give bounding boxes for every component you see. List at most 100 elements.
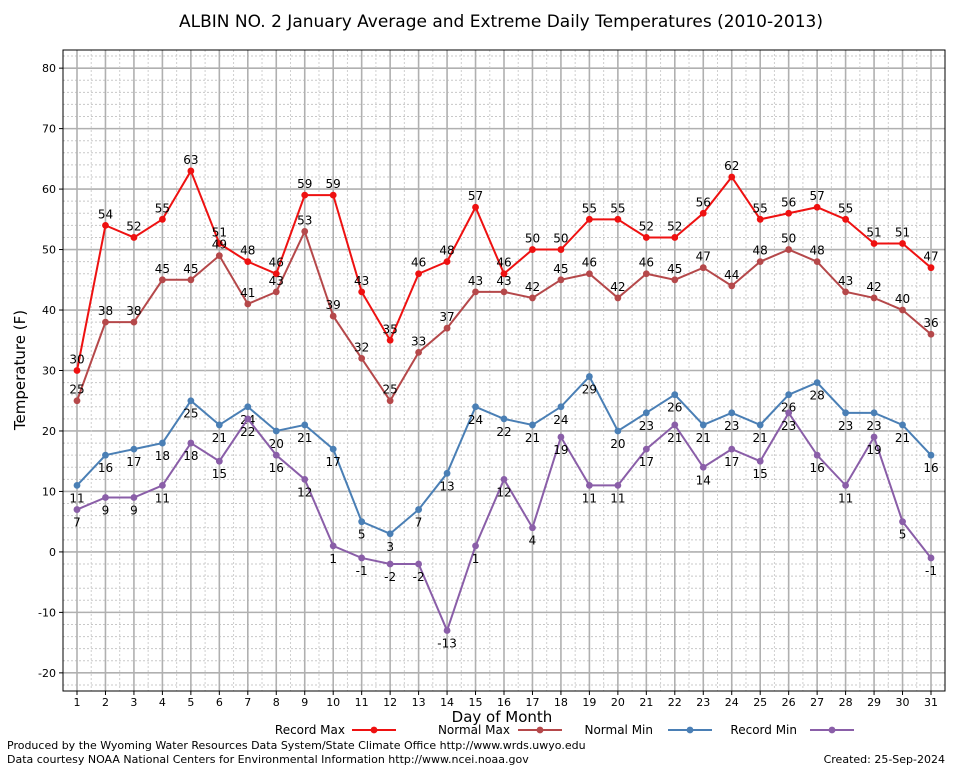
- record-min-data-label: 18: [183, 449, 198, 463]
- normal-min-data-label: 24: [553, 413, 568, 427]
- x-tick-label: 10: [326, 696, 340, 709]
- normal-min-data-label: 25: [183, 407, 198, 421]
- record-min-data-label: 19: [866, 443, 881, 457]
- normal-max-point: [329, 312, 337, 320]
- record-max-point: [215, 240, 223, 247]
- record-min-data-label: 9: [130, 503, 138, 517]
- normal-min-data-label: 20: [610, 437, 625, 451]
- y-tick-label: 20: [42, 425, 56, 438]
- normal-min-data-label: 16: [98, 461, 113, 475]
- x-tick-label: 30: [896, 696, 910, 709]
- y-tick-label: 30: [42, 365, 56, 378]
- record-min-point: [102, 494, 109, 501]
- record-min-point: [699, 463, 707, 471]
- normal-min-point: [272, 427, 280, 435]
- record-max-data-label: 48: [240, 244, 255, 258]
- record-min-data-label: -1: [356, 564, 368, 578]
- normal-min-data-label: 26: [781, 401, 796, 415]
- record-max-point: [899, 240, 906, 247]
- record-max-point: [244, 258, 252, 266]
- record-min-data-label: 12: [496, 485, 511, 499]
- normal-min-point: [215, 421, 223, 429]
- legend-label: Normal Max: [438, 723, 510, 737]
- normal-max-data-label: 48: [753, 244, 768, 258]
- record-max-point: [728, 173, 736, 181]
- normal-max-point: [500, 288, 508, 296]
- normal-max-point: [728, 282, 736, 290]
- record-max-data-label: 51: [866, 226, 881, 240]
- record-max-point: [73, 367, 81, 374]
- footer-produced-by: Produced by the Wyoming Water Resources …: [7, 739, 586, 752]
- x-tick-label: 22: [668, 696, 682, 709]
- record-min-point: [187, 439, 195, 447]
- normal-min-data-label: 23: [639, 419, 654, 433]
- record-min-data-label: 4: [529, 534, 537, 548]
- normal-max-point: [927, 330, 935, 338]
- y-tick-label: 80: [42, 62, 56, 75]
- record-max-data-label: 55: [582, 201, 597, 215]
- y-axis-label: Temperature (F): [11, 310, 29, 431]
- record-max-data-label: 55: [753, 201, 768, 215]
- x-tick-label: 21: [639, 696, 653, 709]
- normal-max-data-label: 43: [496, 274, 511, 288]
- normal-min-data-label: 29: [582, 383, 597, 397]
- normal-max-data-label: 45: [155, 262, 170, 276]
- legend-entry-record-max: Record Max: [275, 723, 396, 737]
- x-tick-label: 6: [216, 696, 223, 709]
- record-min-point: [472, 542, 479, 550]
- normal-min-data-label: 21: [297, 431, 312, 445]
- normal-max-data-label: 42: [866, 280, 881, 294]
- normal-max-point: [130, 318, 138, 326]
- record-min-data-label: 9: [102, 503, 110, 517]
- normal-min-point: [927, 451, 935, 459]
- x-tick-label: 2: [102, 696, 109, 709]
- record-min-point: [386, 560, 394, 568]
- normal-min-point: [785, 391, 793, 399]
- record-max-data-label: 47: [923, 250, 938, 264]
- record-min-point: [73, 506, 81, 513]
- normal-min-point: [159, 439, 166, 447]
- record-max-data-label: 50: [553, 232, 568, 246]
- footer-created: Created: 25-Sep-2024: [824, 753, 945, 766]
- record-min-point: [500, 475, 508, 483]
- record-min-data-label: 14: [696, 473, 711, 487]
- normal-min-point: [557, 403, 565, 411]
- normal-max-data-label: 43: [269, 274, 284, 288]
- record-max-point: [329, 191, 337, 199]
- series-normal-max: 25 38 38 45 45 49 41 43 53 39 32 25 33 37 43 43 42 45 46 42…: [69, 213, 939, 405]
- normal-min-data-label: 11: [69, 491, 84, 505]
- y-tick-label: -20: [38, 667, 56, 680]
- x-tick-label: 4: [159, 696, 166, 709]
- record-max-data-label: 51: [895, 226, 910, 240]
- normal-max-point: [415, 348, 422, 356]
- x-tick-label: 29: [867, 696, 881, 709]
- record-max-data-label: 35: [382, 322, 397, 336]
- record-min-point: [557, 433, 565, 441]
- record-min-point: [899, 518, 906, 526]
- record-max-point: [159, 215, 166, 223]
- x-tick-label: 5: [187, 696, 194, 709]
- legend-marker: [370, 726, 378, 734]
- normal-min-data-label: 28: [809, 389, 824, 403]
- normal-min-data-label: 13: [439, 479, 454, 493]
- record-max-point: [358, 288, 366, 296]
- normal-min-data-label: 18: [155, 449, 170, 463]
- normal-max-data-label: 42: [525, 280, 540, 294]
- normal-max-point: [472, 288, 479, 296]
- normal-min-point: [842, 409, 849, 417]
- record-min-data-label: 19: [553, 443, 568, 457]
- normal-max-data-label: 37: [439, 310, 454, 324]
- normal-max-point: [756, 258, 764, 266]
- normal-min-data-label: 21: [525, 431, 540, 445]
- normal-max-point: [358, 355, 366, 362]
- normal-max-point: [301, 228, 309, 235]
- record-min-data-label: -2: [413, 570, 425, 584]
- record-min-point: [586, 481, 593, 489]
- x-tick-label: 25: [753, 696, 767, 709]
- normal-max-data-label: 39: [326, 298, 341, 312]
- record-min-point: [614, 481, 622, 489]
- record-max-data-label: 56: [781, 195, 796, 209]
- record-max-data-label: 55: [155, 201, 170, 215]
- normal-min-data-label: 16: [923, 461, 938, 475]
